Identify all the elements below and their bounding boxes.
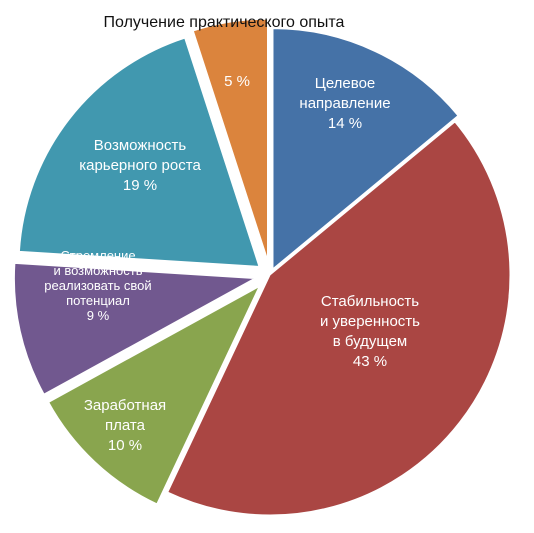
pie-slice-5 xyxy=(192,18,268,260)
slice-label-value-5: 5 % xyxy=(224,73,250,90)
slice-label-4: Возможность карьерного роста 19 % xyxy=(79,137,201,194)
pie-slice-0 xyxy=(272,28,459,270)
slice-label-1: Стабильность и уверенность в будущем 43 % xyxy=(320,293,420,370)
pie-slice-4 xyxy=(18,37,260,267)
slice-label-3: Стремление и возможность реализовать свой п… xyxy=(44,248,151,323)
pie-slice-1 xyxy=(167,121,511,516)
pie-slice-2 xyxy=(48,285,261,505)
slice-label-outside-5: Получение практического опыта xyxy=(104,14,345,31)
slice-label-2: Заработная плата 10 % xyxy=(84,397,166,454)
slice-label-0: Целевое направление 14 % xyxy=(299,75,390,132)
pie-slice-3 xyxy=(13,262,257,395)
